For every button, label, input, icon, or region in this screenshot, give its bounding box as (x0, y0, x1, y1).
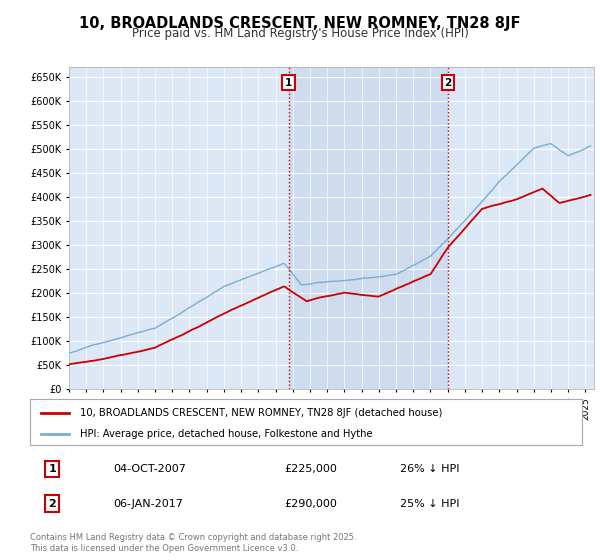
Text: 06-JAN-2017: 06-JAN-2017 (113, 498, 182, 508)
Bar (289, 67, 448, 389)
Text: 2: 2 (445, 78, 452, 87)
Text: 04-OCT-2007: 04-OCT-2007 (113, 464, 185, 474)
Text: 10, BROADLANDS CRESCENT, NEW ROMNEY, TN28 8JF: 10, BROADLANDS CRESCENT, NEW ROMNEY, TN2… (79, 16, 521, 31)
Text: 25% ↓ HPI: 25% ↓ HPI (400, 498, 460, 508)
Text: £225,000: £225,000 (284, 464, 337, 474)
Text: 1: 1 (285, 78, 292, 87)
Text: 1: 1 (48, 464, 56, 474)
Text: HPI: Average price, detached house, Folkestone and Hythe: HPI: Average price, detached house, Folk… (80, 429, 373, 438)
Text: 26% ↓ HPI: 26% ↓ HPI (400, 464, 460, 474)
Text: £290,000: £290,000 (284, 498, 337, 508)
Text: 2: 2 (48, 498, 56, 508)
Text: Contains HM Land Registry data © Crown copyright and database right 2025.
This d: Contains HM Land Registry data © Crown c… (30, 533, 356, 553)
Text: 10, BROADLANDS CRESCENT, NEW ROMNEY, TN28 8JF (detached house): 10, BROADLANDS CRESCENT, NEW ROMNEY, TN2… (80, 408, 442, 418)
Text: Price paid vs. HM Land Registry's House Price Index (HPI): Price paid vs. HM Land Registry's House … (131, 27, 469, 40)
